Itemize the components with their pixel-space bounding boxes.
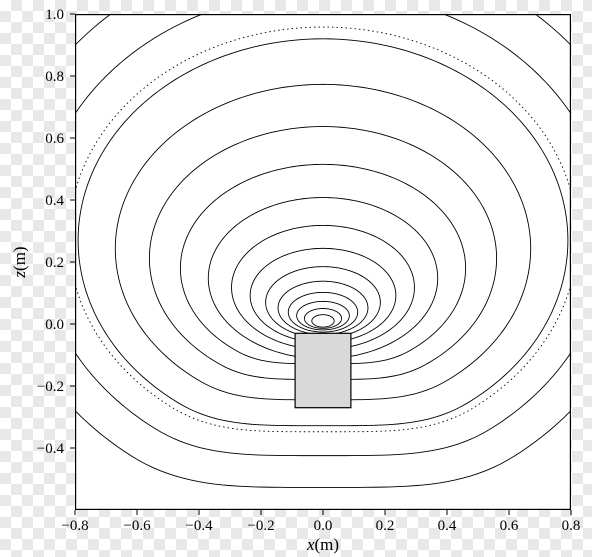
y-tick-label: −0.4 [37,441,65,457]
x-tick-label: 0.6 [500,518,519,534]
axes-overlay: −0.8 −0.6 −0.4 −0.2 0.0 0.2 0.4 0.6 0.8 −0.4 −0.2 0… [0,0,592,557]
x-tick-label: −0.6 [123,518,151,534]
x-tick-label: −0.4 [185,518,213,534]
figure-container: −0.8 −0.6 −0.4 −0.2 0.0 0.2 0.4 0.6 0.8 −0.4 −0.2 0… [0,0,592,557]
x-tick-label: −0.8 [61,518,88,534]
x-axis-label: x(m) [306,535,339,554]
y-tick-label: 0.4 [45,193,64,209]
y-tick-label: 0.2 [45,255,64,271]
y-tick-label: 1.0 [45,7,64,23]
y-tick-label: 0.6 [45,131,64,147]
x-tick-label: −0.2 [247,518,274,534]
x-tick-label: 0.4 [438,518,457,534]
y-axis-label: z(m) [10,246,29,278]
x-tick-label: 0.8 [562,518,581,534]
y-tick-label: 0.8 [45,69,64,85]
y-tick-label: −0.2 [37,379,64,395]
y-tick-label: 0.0 [45,317,64,333]
x-tick-label: 0.0 [314,518,333,534]
x-tick-label: 0.2 [376,518,395,534]
